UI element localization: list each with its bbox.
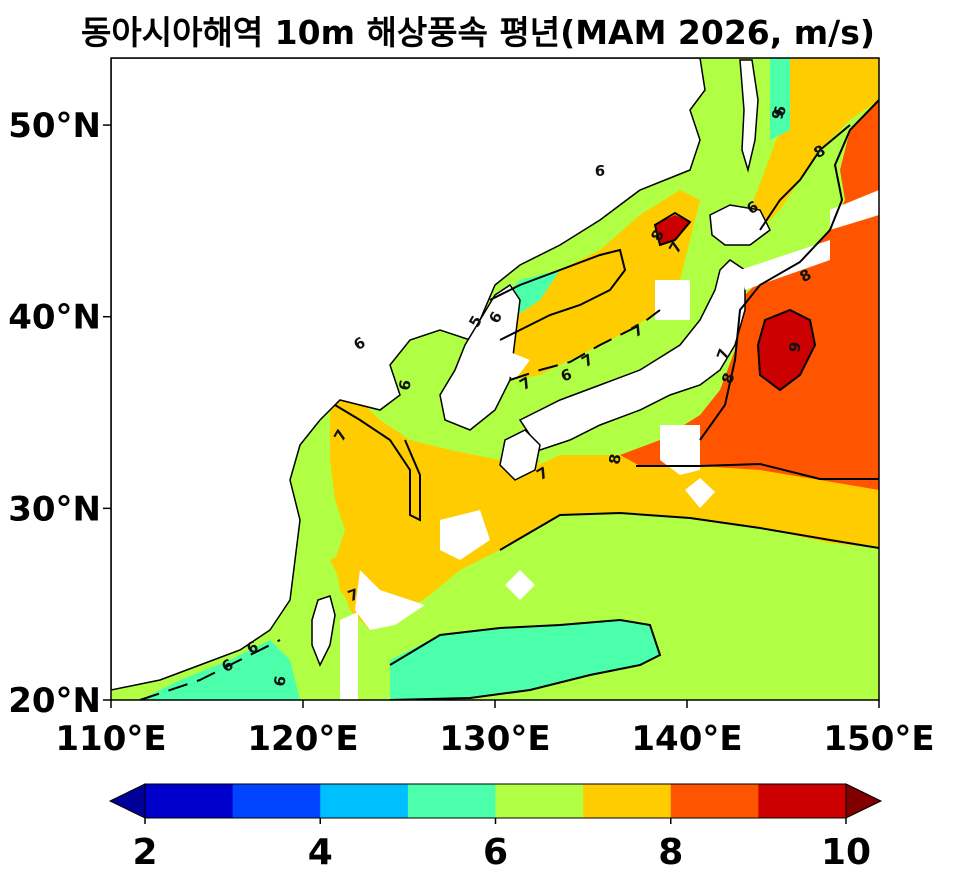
- y-tick-label: 40°N: [8, 298, 101, 338]
- contour-7-south: [499, 511, 879, 551]
- colorbar: 2 4 6 8 10: [108, 783, 883, 873]
- colorbar-segment: [320, 784, 409, 818]
- y-tick-label: 50°N: [8, 106, 101, 146]
- colorbar-tick-label: 6: [483, 832, 508, 873]
- field-7to8-soj: [500, 190, 700, 380]
- x-tick-label: 120°E: [247, 719, 358, 759]
- map-title: 동아시아해역 10m 해상풍속 평년(MAM 2026, m/s): [81, 13, 875, 52]
- colorbar-extend-low: [108, 783, 146, 819]
- y-tick-label: 30°N: [8, 489, 101, 529]
- land-korea: [439, 283, 521, 431]
- contour-7-soj-lower: [509, 309, 661, 381]
- contour-label: 6: [395, 378, 415, 391]
- contour-label: 9: [785, 340, 805, 353]
- contour-9: [756, 308, 817, 392]
- field-8to9-pacific: [620, 100, 879, 490]
- x-tick-label: 150°E: [823, 719, 934, 759]
- x-tick-label: 140°E: [631, 719, 742, 759]
- colorbar-segment: [145, 784, 234, 818]
- x-tick-label: 110°E: [55, 719, 166, 759]
- colorbar-tick-label: 10: [821, 832, 871, 873]
- land-mainland: [111, 58, 706, 691]
- colorbar-segment: [232, 784, 321, 818]
- field-9to10-max: [758, 310, 815, 390]
- contour-7-soj: [489, 248, 627, 341]
- contour-7-ecs: [334, 404, 421, 522]
- contour-label: 6: [770, 104, 790, 117]
- colorbar-tick-label: 8: [658, 832, 683, 873]
- y-tick-label: 20°N: [8, 681, 101, 721]
- x-tick-label: 130°E: [439, 719, 550, 759]
- contour-7-ne: [759, 124, 851, 231]
- contour-label: 8: [605, 452, 625, 465]
- land-japan-kyushu: [499, 429, 541, 481]
- colorbar-segment: [670, 784, 759, 818]
- land-taiwan: [311, 595, 336, 667]
- colorbar-tick-label: 2: [132, 832, 157, 873]
- contour-label: 6: [595, 162, 605, 180]
- colorbar-segment: [495, 784, 584, 818]
- field-5to6-band: [390, 620, 660, 700]
- colorbar-extend-high: [845, 783, 883, 819]
- colorbar-segment: [407, 784, 496, 818]
- contour-lines: [139, 99, 879, 700]
- contour-label: 6: [270, 674, 290, 687]
- contour-label: 9: [768, 107, 788, 120]
- contour-6-scs: [139, 639, 281, 700]
- x-axis-ticks: 110°E 120°E 130°E 140°E 150°E: [55, 700, 935, 759]
- colorbar-tick-label: 4: [308, 832, 333, 873]
- field-5to6-north: [770, 58, 790, 140]
- y-axis-ticks: 20°N 30°N 40°N 50°N: [8, 106, 111, 721]
- colorbar-segment: [758, 784, 847, 818]
- field-7to8-ecs: [330, 400, 540, 620]
- field-9to10-small: [655, 215, 690, 245]
- contour-6-south: [389, 618, 662, 700]
- land-hokkaido: [709, 204, 771, 246]
- field-5to6-scs: [140, 640, 300, 700]
- contour-8-south: [636, 462, 879, 480]
- contour-8-pacific: [699, 99, 879, 441]
- contour-8-small: [653, 211, 692, 247]
- land-sakhalin: [739, 59, 759, 173]
- colorbar-segment: [583, 784, 672, 818]
